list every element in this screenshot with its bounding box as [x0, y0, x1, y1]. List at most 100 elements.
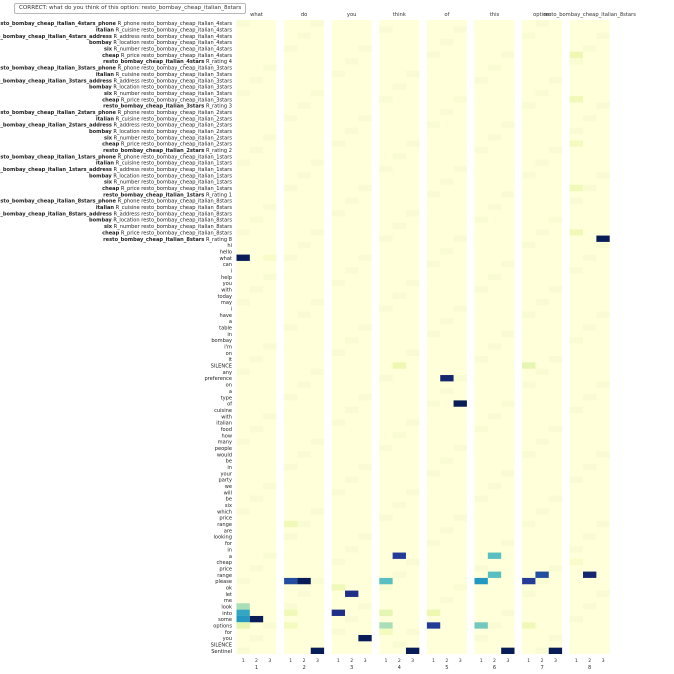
row-label: Sentinel [211, 649, 232, 655]
row-label: me [224, 598, 232, 604]
panel-number-4: 4 [398, 665, 402, 671]
faint-cell [583, 324, 597, 331]
faint-cell [569, 546, 584, 553]
faint-cell [249, 425, 264, 433]
hop-tick-label: 3 [316, 658, 319, 664]
faint-cell [263, 203, 277, 211]
faint-cell [453, 305, 467, 312]
row-label: i [231, 268, 232, 274]
faint-cell [535, 159, 549, 166]
row-label-key: resto_bombay_cheap_italian_8stars_phone [0, 199, 117, 205]
heatmap-cell [331, 609, 346, 616]
row-label-key: bombay [89, 129, 112, 135]
row-label-key: bombay [89, 40, 112, 46]
row-label-key: resto_bombay_cheap_italian_4stars_phone [0, 21, 117, 27]
heatmap-cell [297, 577, 311, 585]
heatmap-cell [379, 609, 393, 616]
row-label: some [218, 617, 232, 623]
faint-cell [405, 349, 420, 357]
row-label-text: will [224, 490, 232, 496]
heatmap-cell [405, 647, 420, 654]
row-label-text: R_number resto_bombay_cheap_italian_2sta… [112, 135, 232, 141]
row-label: cheap [216, 560, 232, 566]
row-label: today [218, 294, 232, 300]
faint-cell [310, 89, 325, 97]
faint-cell [263, 552, 277, 559]
row-label: on [226, 351, 232, 357]
panel-number-7: 7 [540, 665, 543, 671]
heatmap-cell [358, 634, 372, 642]
hop-tick-label: 1 [242, 658, 245, 664]
heatmap-cell [284, 609, 298, 616]
heatmap-cell [569, 229, 584, 236]
panel-label-4: think [393, 12, 406, 18]
row-label: may [221, 300, 232, 306]
row-label-text: on [226, 383, 232, 389]
faint-cell [358, 184, 372, 192]
row-label-key: six [104, 135, 113, 141]
faint-cell [284, 394, 298, 401]
row-label-key: resto_bombay_cheap_italian_8stars [103, 237, 204, 243]
faint-cell [297, 451, 311, 458]
faint-cell [426, 539, 441, 547]
faint-cell [535, 438, 549, 445]
faint-cell [569, 127, 584, 135]
faint-cell [487, 413, 502, 420]
faint-cell [284, 533, 298, 540]
row-label: italian R_cuisine resto_bombay_cheap_ita… [96, 72, 232, 78]
row-label-text: would [217, 452, 232, 458]
faint-cell [310, 438, 325, 445]
row-label-text: R_phone resto_bombay_cheap_italian_2star… [116, 110, 232, 116]
row-label-text: preference [204, 376, 232, 382]
row-label-text: R_number resto_bombay_cheap_italian_3sta… [112, 91, 232, 97]
hop-tick-label: 1 [575, 658, 578, 664]
row-label: resto_bombay_cheap_italian_1stars R_rati… [103, 192, 232, 198]
row-label-text: help [221, 275, 232, 281]
row-label: resto_bombay_cheap_italian_4stars R_rati… [103, 59, 232, 65]
faint-cell [405, 70, 420, 78]
row-label-text: R_price resto_bombay_cheap_italian_2star… [119, 142, 232, 148]
faint-cell [487, 64, 502, 71]
row-label: resto_bombay_cheap_italian_1stars_phone … [0, 154, 232, 160]
faint-cell [474, 565, 488, 572]
hop-tick-label: 3 [554, 658, 557, 664]
row-label-text: are [224, 528, 232, 534]
faint-cell [440, 317, 454, 325]
faint-cell [358, 603, 372, 610]
faint-cell [331, 210, 346, 217]
row-label: in [227, 465, 232, 471]
faint-cell [426, 121, 441, 128]
row-label-text: how [221, 433, 232, 439]
faint-cell [474, 634, 488, 642]
row-label: range [217, 573, 232, 579]
faint-cell [548, 146, 563, 154]
heatmap-cell [440, 375, 454, 382]
row-label: bombay R_location resto_bombay_cheap_ita… [89, 129, 232, 135]
heatmap-cell [331, 584, 346, 591]
row-label-text: price [219, 566, 232, 572]
heatmap-cell [263, 254, 277, 261]
row-label-text: R_cuisine resto_bombay_cheap_italian_2st… [114, 116, 232, 122]
faint-cell [331, 419, 346, 426]
panel-number-3: 3 [350, 665, 353, 671]
faint-cell [249, 356, 264, 363]
hop-tick-label: 3 [602, 658, 605, 664]
faint-cell [474, 425, 488, 433]
row-label: would [217, 452, 232, 458]
heatmap-cell [487, 552, 502, 559]
row-label: are [224, 528, 232, 534]
faint-cell [487, 482, 502, 490]
faint-cell [453, 165, 467, 173]
heatmap-cell [284, 577, 298, 585]
faint-cell [392, 292, 406, 299]
row-label-text: in [227, 332, 232, 338]
heatmap-cell [522, 622, 536, 629]
faint-cell [583, 533, 597, 540]
row-label-text: for [225, 541, 233, 547]
hop-tick-label: 3 [364, 658, 367, 664]
row-label-key: resto_bombay_cheap_italian_2stars [103, 148, 204, 154]
row-label: in [227, 547, 232, 553]
faint-cell [345, 406, 359, 414]
faint-cell [284, 45, 298, 52]
panel-label-1: what [250, 12, 263, 18]
